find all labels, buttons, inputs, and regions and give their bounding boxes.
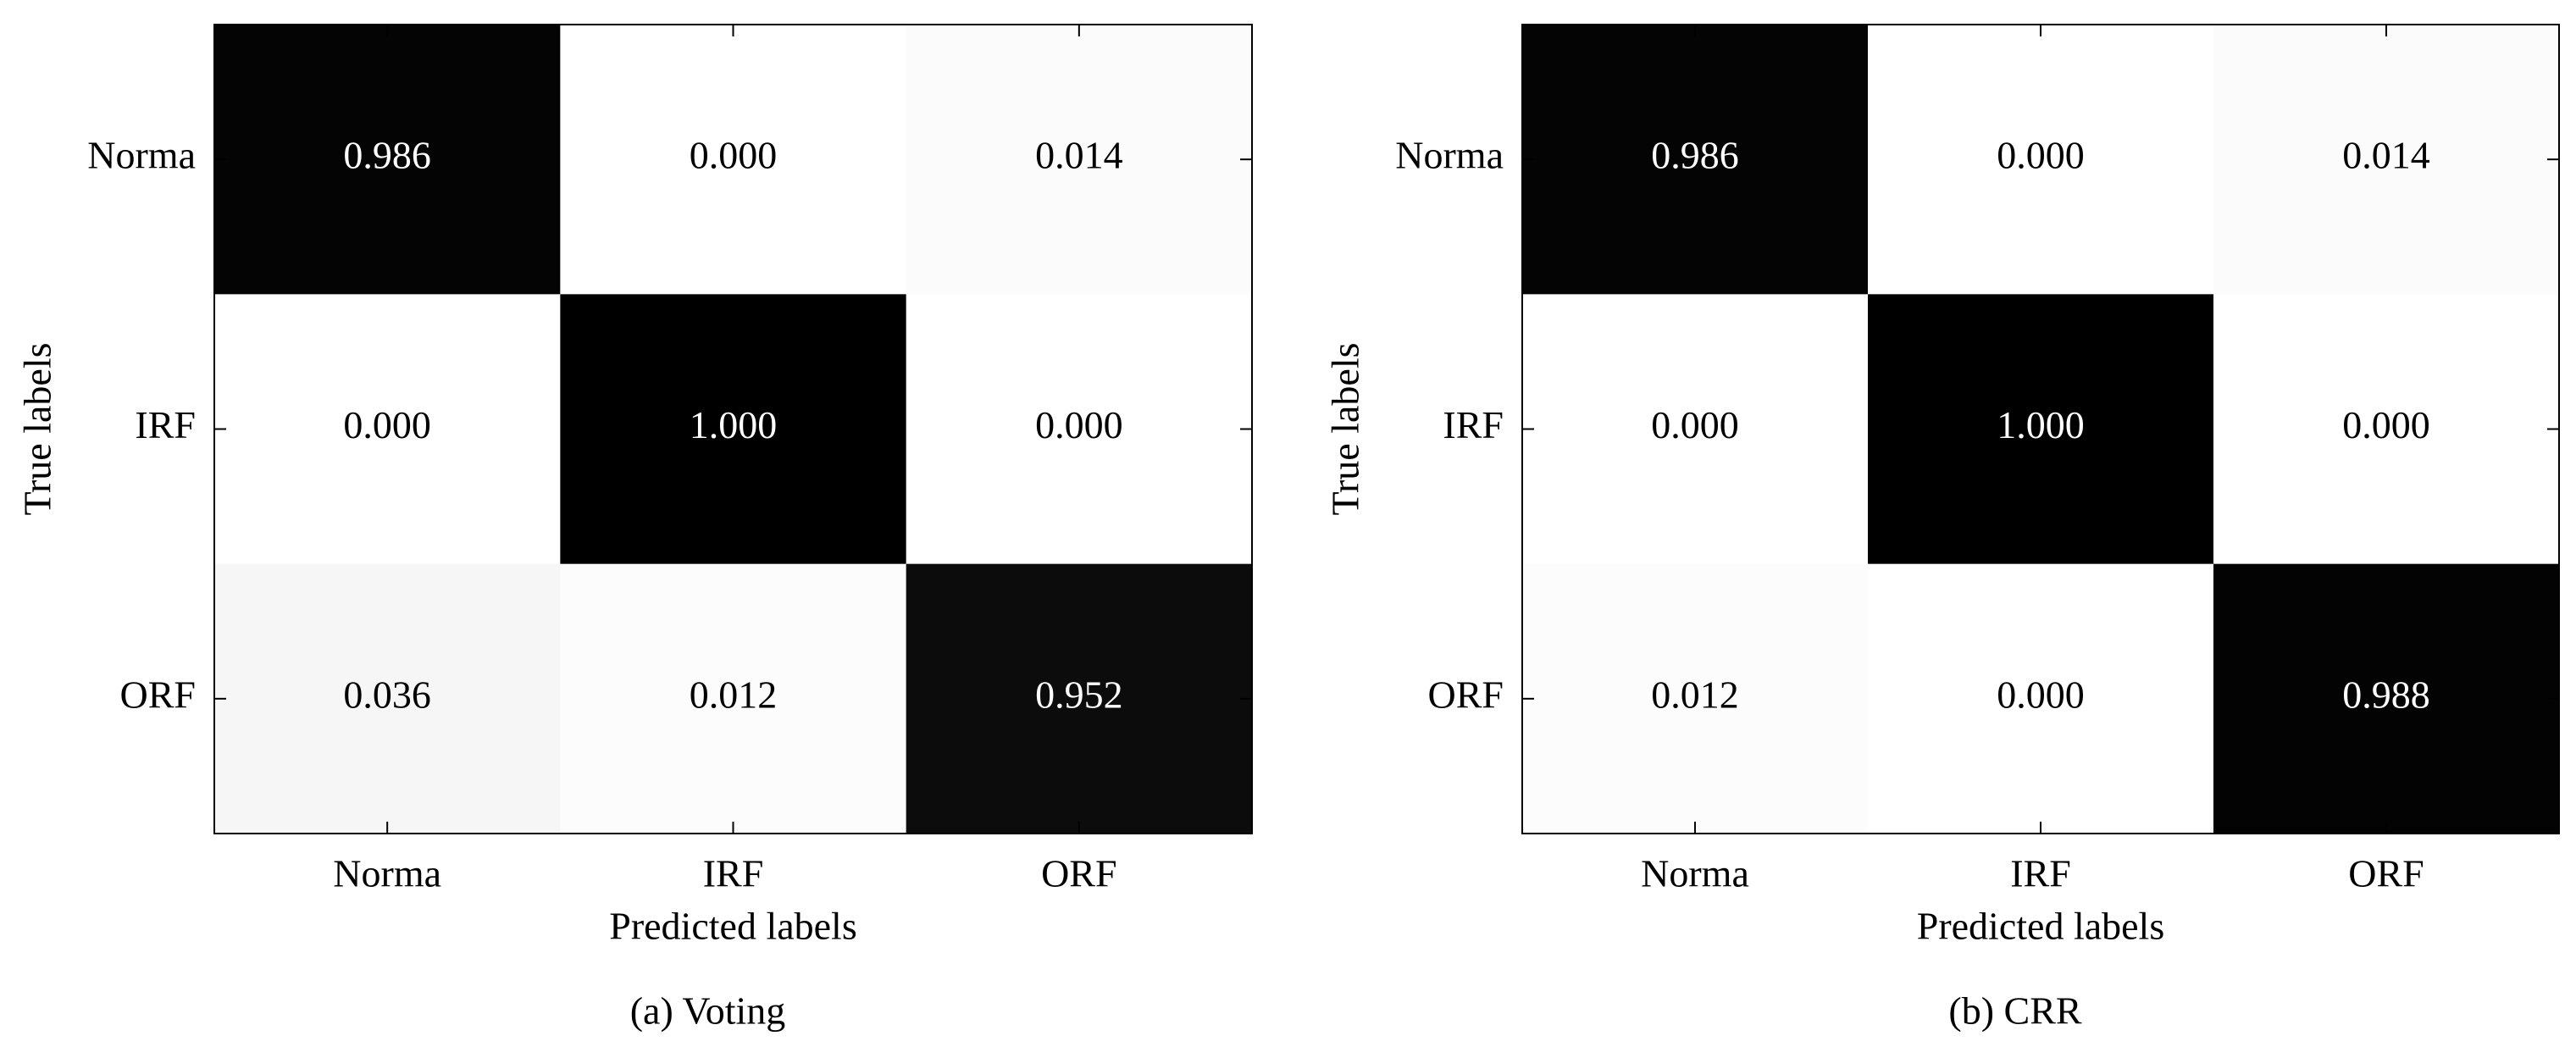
- x-axis-label: Predicted labels: [1917, 905, 2165, 948]
- cell: [1522, 25, 1869, 295]
- value-label: 0.000: [2342, 403, 2430, 446]
- x-tick-label: IRF: [2010, 852, 2071, 895]
- y-axis-label: True labels: [1324, 342, 1367, 515]
- value-label: 0.986: [343, 134, 431, 177]
- y-tick-label: IRF: [135, 403, 196, 446]
- value-label: 0.000: [343, 403, 431, 446]
- x-tick-label: Norma: [333, 852, 441, 895]
- cell: [560, 563, 907, 834]
- cell: [1868, 563, 2214, 834]
- cell: [906, 294, 1253, 565]
- cell: [1522, 294, 1869, 565]
- cell: [2213, 563, 2560, 834]
- value-label: 0.000: [1997, 673, 2085, 716]
- y-tick-label: ORF: [120, 673, 196, 716]
- panel-title: (a) Voting: [630, 989, 786, 1033]
- value-label: 0.012: [1651, 673, 1739, 716]
- x-tick-label: ORF: [2348, 852, 2424, 895]
- value-label: 1.000: [690, 403, 778, 446]
- cell: [2213, 25, 2560, 295]
- cell: [906, 563, 1253, 834]
- panel-title: (b) CRR: [1948, 989, 2082, 1033]
- x-tick-label: IRF: [703, 852, 764, 895]
- y-axis-label: True labels: [16, 342, 59, 515]
- y-tick-label: Norma: [87, 134, 196, 177]
- value-label: 0.952: [1035, 673, 1123, 716]
- value-label: 0.012: [690, 673, 778, 716]
- x-tick-label: ORF: [1041, 852, 1116, 895]
- cell: [214, 294, 561, 565]
- x-axis-label: Predicted labels: [609, 905, 857, 948]
- cell: [2213, 294, 2560, 565]
- value-label: 0.000: [690, 134, 778, 177]
- x-tick-label: Norma: [1641, 852, 1749, 895]
- value-label: 0.036: [343, 673, 431, 716]
- value-label: 0.014: [2342, 134, 2430, 177]
- value-label: 0.988: [2342, 673, 2430, 716]
- value-label: 0.000: [1651, 403, 1739, 446]
- y-tick-label: ORF: [1428, 673, 1504, 716]
- y-tick-label: Norma: [1395, 134, 1504, 177]
- cell: [906, 25, 1253, 295]
- y-tick-label: IRF: [1443, 403, 1504, 446]
- value-label: 0.014: [1035, 134, 1123, 177]
- value-label: 1.000: [1997, 403, 2085, 446]
- heatmap-panel: 0.986 0.000 0.014 0.000 1.000 0.000 0.036 0.012…: [16, 24, 1253, 1033]
- cell: [1868, 25, 2214, 295]
- cell: [1868, 294, 2214, 565]
- cell: [214, 563, 561, 834]
- cell: [1522, 563, 1869, 834]
- cell: [560, 25, 907, 295]
- heatmap-panel: 0.986 0.000 0.014 0.000 1.000 0.000 0.012 0.000…: [1324, 24, 2560, 1033]
- cell: [560, 294, 907, 565]
- value-label: 0.986: [1651, 134, 1739, 177]
- cell: [214, 25, 561, 295]
- value-label: 0.000: [1035, 403, 1123, 446]
- value-label: 0.000: [1997, 134, 2085, 177]
